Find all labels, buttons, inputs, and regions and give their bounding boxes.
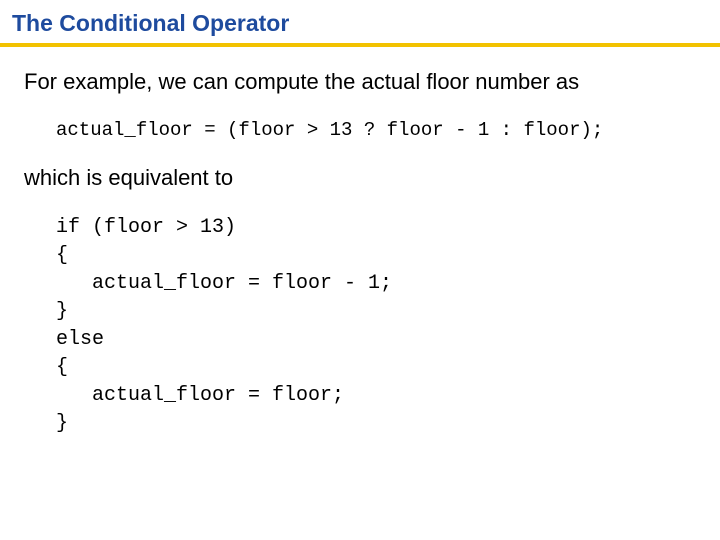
slide-title: The Conditional Operator	[0, 0, 720, 43]
paragraph-intro: For example, we can compute the actual f…	[24, 67, 696, 97]
ternary-code: actual_floor = (floor > 13 ? floor - 1 :…	[56, 119, 696, 141]
paragraph-equivalent: which is equivalent to	[24, 163, 696, 193]
slide-content: For example, we can compute the actual f…	[0, 47, 720, 438]
slide: The Conditional Operator For example, we…	[0, 0, 720, 540]
ifelse-code: if (floor > 13) { actual_floor = floor -…	[56, 214, 696, 438]
